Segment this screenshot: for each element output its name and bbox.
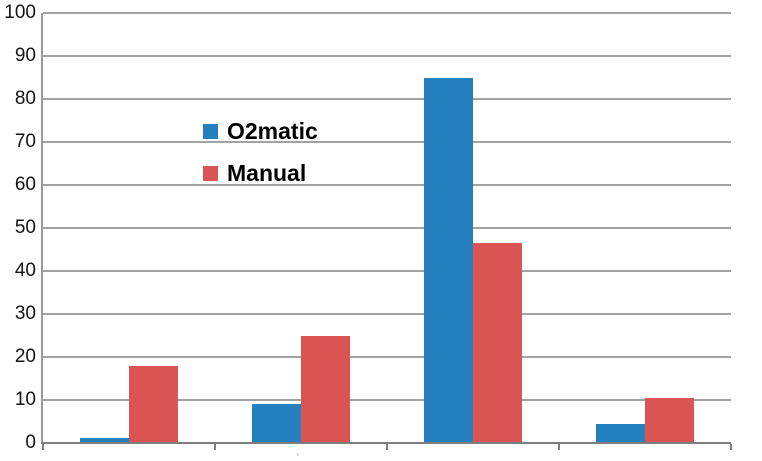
gridline-y-40 xyxy=(43,270,731,272)
bar-manual-group-4 xyxy=(645,397,694,443)
legend-swatch-manual-icon xyxy=(203,165,218,181)
bar-o2matic-group-1 xyxy=(80,437,129,443)
x-axis-line xyxy=(41,442,731,444)
bar-manual-group-3 xyxy=(473,243,522,443)
gridline-y-100 xyxy=(43,12,731,14)
plot-area xyxy=(41,12,732,450)
y-tick-label-30: 30 xyxy=(14,303,36,324)
x-axis-tick-1 xyxy=(214,444,216,450)
gridline-y-50 xyxy=(43,227,731,229)
x-axis-tick-2 xyxy=(386,444,388,450)
y-tick-label-90: 90 xyxy=(14,45,36,66)
bar-o2matic-group-3 xyxy=(424,77,473,443)
legend-item-manual: Manual xyxy=(203,159,318,186)
y-tick-label-50: 50 xyxy=(14,217,36,238)
x-axis-tick-3 xyxy=(558,444,560,450)
y-tick-label-80: 80 xyxy=(14,88,36,109)
gridline-y-80 xyxy=(43,98,731,100)
bar-o2matic-group-2 xyxy=(252,404,301,443)
gridline-y-60 xyxy=(43,184,731,186)
bar-manual-group-1 xyxy=(129,365,178,443)
gridline-y-30 xyxy=(43,313,731,315)
y-tick-label-20: 20 xyxy=(14,346,36,367)
clipped-x-axis-label-fragment: ' xyxy=(297,452,299,461)
y-tick-label-100: 100 xyxy=(4,2,36,23)
gridline-y-90 xyxy=(43,55,731,57)
legend-label-manual: Manual xyxy=(227,159,307,186)
y-tick-label-70: 70 xyxy=(14,131,36,152)
legend: O2matic Manual xyxy=(203,117,318,203)
gridline-y-20 xyxy=(43,356,731,358)
y-tick-label-10: 10 xyxy=(14,389,36,410)
x-axis-tick-0 xyxy=(42,444,44,450)
bar-manual-group-2 xyxy=(301,335,350,443)
y-axis-line xyxy=(41,13,43,443)
legend-label-o2matic: O2matic xyxy=(227,117,318,144)
bar-o2matic-group-4 xyxy=(596,423,645,443)
legend-item-o2matic: O2matic xyxy=(203,117,318,144)
x-axis-tick-4 xyxy=(730,444,732,450)
y-tick-label-60: 60 xyxy=(14,174,36,195)
legend-swatch-o2matic-icon xyxy=(203,123,218,139)
gridline-y-70 xyxy=(43,141,731,143)
gridline-y-10 xyxy=(43,399,731,401)
y-tick-label-40: 40 xyxy=(14,260,36,281)
y-tick-label-0: 0 xyxy=(25,432,36,453)
